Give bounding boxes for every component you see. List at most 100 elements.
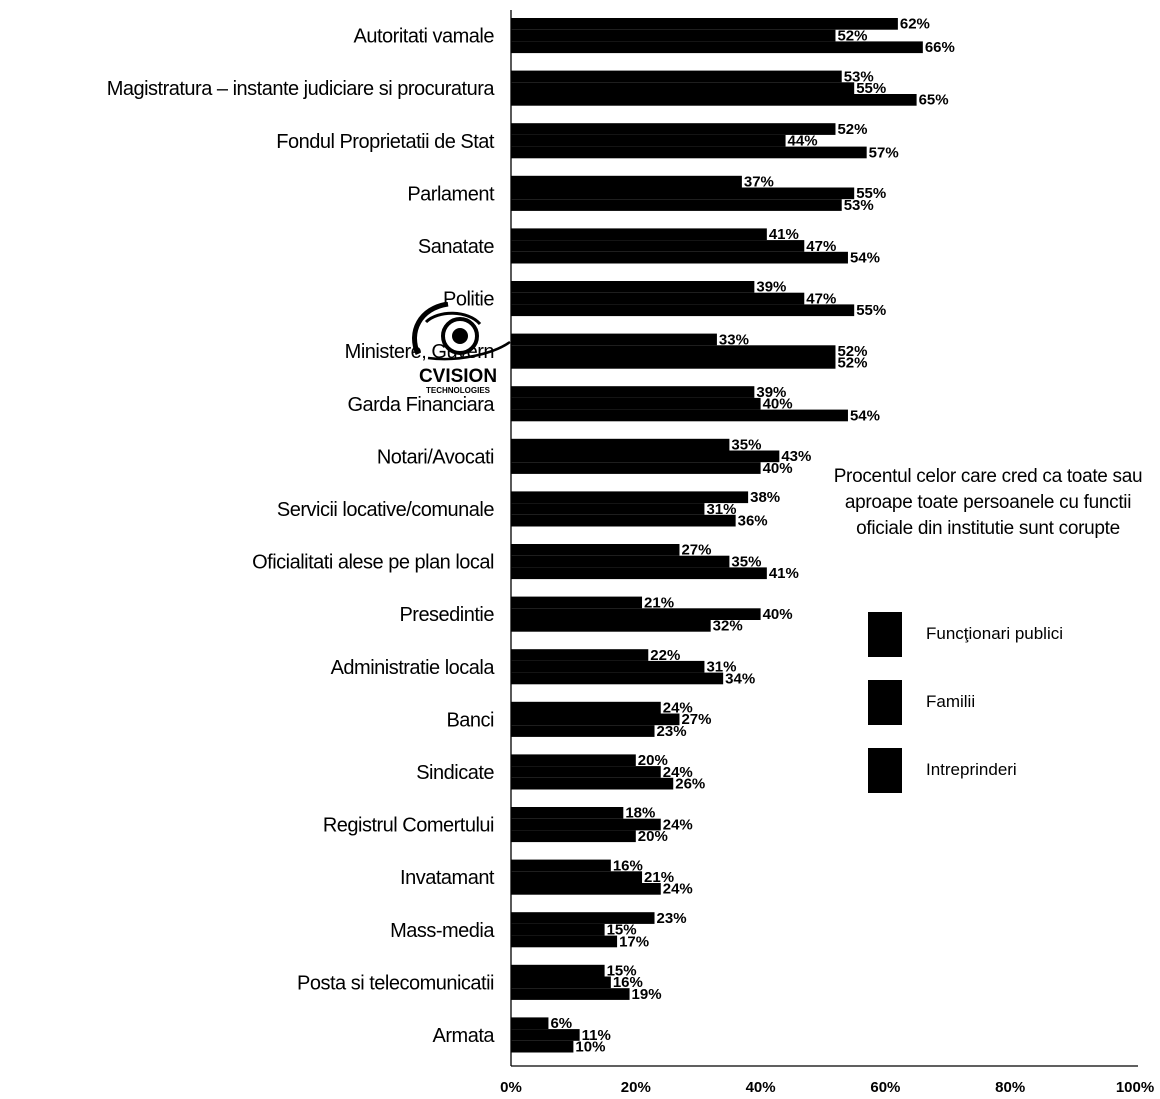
data-label: 39% bbox=[756, 279, 786, 296]
bar bbox=[511, 386, 755, 398]
data-label: 32% bbox=[713, 618, 743, 635]
data-label: 27% bbox=[681, 542, 711, 559]
bar bbox=[511, 871, 643, 883]
data-label: 23% bbox=[657, 910, 687, 927]
bar bbox=[511, 333, 717, 346]
data-label: 54% bbox=[850, 250, 880, 267]
bar bbox=[511, 964, 605, 977]
data-label: 24% bbox=[663, 700, 693, 717]
bar bbox=[511, 701, 661, 714]
data-label: 53% bbox=[844, 68, 874, 85]
data-label: 41% bbox=[769, 226, 799, 243]
data-label: 31% bbox=[706, 501, 736, 518]
data-label: 52% bbox=[837, 27, 867, 44]
x-tick-label: 100% bbox=[1116, 1079, 1154, 1096]
bar bbox=[511, 660, 705, 673]
data-label: 27% bbox=[681, 711, 711, 728]
data-label: 41% bbox=[769, 565, 799, 582]
bar bbox=[511, 146, 867, 159]
category-label: Presedintie bbox=[399, 604, 494, 626]
bar bbox=[511, 555, 730, 568]
x-tick-label: 80% bbox=[995, 1079, 1025, 1096]
bar bbox=[511, 450, 780, 463]
data-label: 24% bbox=[663, 816, 693, 833]
x-tick-label: 40% bbox=[746, 1079, 776, 1096]
data-label: 43% bbox=[781, 448, 811, 465]
category-label: Posta si telecomunicatii bbox=[297, 972, 494, 994]
bar bbox=[511, 923, 605, 936]
data-label: 52% bbox=[837, 121, 867, 138]
x-tick-label: 0% bbox=[500, 1079, 522, 1096]
data-label: 55% bbox=[856, 302, 886, 319]
bar bbox=[511, 725, 655, 737]
data-label: 21% bbox=[644, 869, 674, 886]
data-label: 23% bbox=[657, 723, 687, 740]
category-label: Banci bbox=[446, 709, 494, 731]
category-label: Invatamant bbox=[400, 867, 495, 889]
bar bbox=[511, 491, 749, 504]
category-label: Autoritati vamale bbox=[354, 26, 495, 48]
data-label: 44% bbox=[788, 133, 818, 150]
bar bbox=[511, 123, 836, 135]
bar bbox=[511, 199, 842, 211]
bar bbox=[511, 883, 661, 895]
bar bbox=[511, 818, 661, 831]
legend-label-functionari: Funcţionari publici bbox=[926, 624, 1064, 643]
bar bbox=[511, 82, 855, 94]
legend-label-familii: Familii bbox=[926, 692, 976, 711]
bar bbox=[511, 1040, 574, 1053]
data-label: 16% bbox=[613, 974, 643, 991]
bar bbox=[511, 807, 624, 819]
bar bbox=[511, 649, 649, 661]
category-label: Politie bbox=[443, 289, 494, 311]
bar bbox=[511, 70, 842, 83]
bar bbox=[511, 292, 805, 305]
bar bbox=[511, 409, 848, 422]
svg-text:CVISION: CVISION bbox=[419, 366, 497, 387]
data-label: 65% bbox=[919, 92, 949, 109]
category-label: Garda Financiara bbox=[347, 394, 495, 416]
bar bbox=[511, 304, 855, 317]
bar bbox=[511, 754, 636, 767]
bar bbox=[511, 988, 630, 1000]
data-label: 38% bbox=[750, 489, 780, 506]
data-label: 53% bbox=[844, 197, 874, 214]
data-label: 40% bbox=[763, 606, 793, 623]
bar bbox=[511, 596, 643, 609]
bar bbox=[511, 567, 767, 580]
data-label: 15% bbox=[607, 963, 637, 980]
data-label: 54% bbox=[850, 407, 880, 424]
data-label: 18% bbox=[625, 805, 655, 822]
bar bbox=[511, 397, 761, 410]
category-label: Parlament bbox=[407, 183, 495, 205]
data-label: 34% bbox=[725, 670, 755, 687]
category-label: Oficialitati alese pe plan local bbox=[252, 552, 494, 574]
data-label: 20% bbox=[638, 752, 668, 769]
category-label: Fondul Proprietatii de Stat bbox=[276, 131, 495, 153]
data-label: 40% bbox=[763, 396, 793, 413]
legend-title: Procentul celor care cred ca toate sau a… bbox=[833, 466, 1143, 539]
bar bbox=[511, 345, 836, 357]
data-label: 52% bbox=[837, 355, 867, 372]
x-tick-label: 60% bbox=[870, 1079, 900, 1096]
category-label: Mass-media bbox=[390, 920, 495, 942]
legend-swatch-intreprinderi bbox=[868, 748, 902, 793]
bar bbox=[511, 134, 786, 147]
data-label: 19% bbox=[632, 986, 662, 1003]
legend-swatch-functionari bbox=[868, 612, 902, 657]
legend-label-intreprinderi: Intreprinderi bbox=[926, 760, 1017, 779]
bar bbox=[511, 175, 742, 188]
data-label: 52% bbox=[837, 343, 867, 360]
data-label: 10% bbox=[575, 1039, 605, 1056]
data-label: 55% bbox=[856, 80, 886, 97]
bar bbox=[511, 41, 923, 54]
data-label: 11% bbox=[582, 1027, 611, 1044]
bar bbox=[511, 544, 680, 556]
category-label: Armata bbox=[433, 1025, 496, 1047]
bar bbox=[511, 830, 636, 843]
legend-swatch-familii bbox=[868, 680, 902, 725]
bar bbox=[511, 620, 711, 632]
data-label: 24% bbox=[663, 764, 693, 781]
data-label: 6% bbox=[550, 1015, 572, 1032]
category-label: Administratie locala bbox=[331, 657, 496, 679]
